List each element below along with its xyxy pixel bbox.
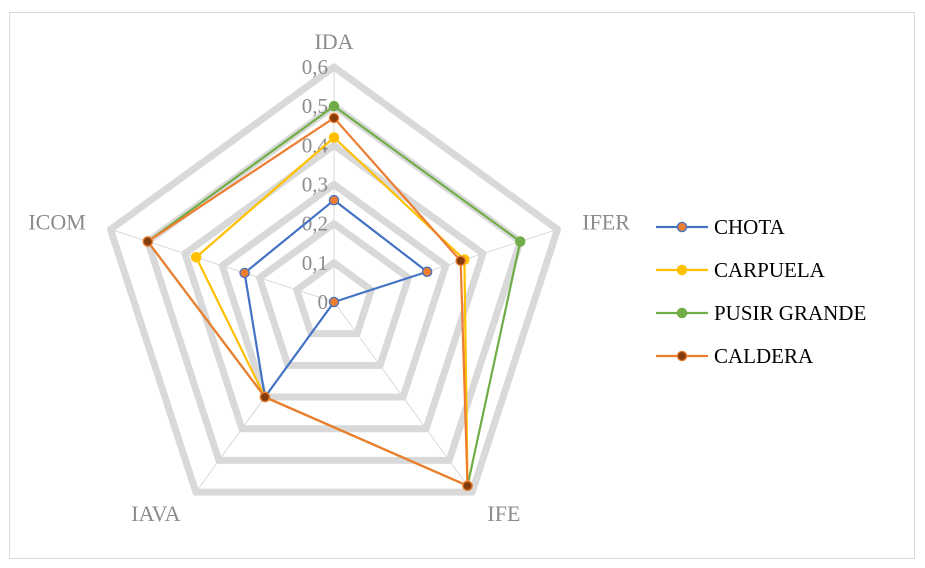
tick-label: 0,6: [302, 55, 328, 79]
data-point: [328, 194, 340, 206]
data-point: [328, 296, 340, 308]
legend-label: PUSIR GRANDE: [714, 301, 866, 325]
tick-label: 0,1: [302, 251, 328, 275]
gridline-ring: [107, 63, 561, 496]
series: [142, 112, 473, 492]
legend-label: CARPUELA: [714, 258, 826, 282]
legend-item: PUSIR GRANDE: [656, 301, 866, 325]
gridline-ring: [256, 220, 412, 369]
data-point: [462, 480, 473, 492]
tick-label: 0: [318, 290, 329, 314]
gridline-ring: [293, 259, 375, 338]
axis-label: IFE: [487, 501, 520, 526]
data-point: [190, 251, 202, 263]
legend: CHOTA CARPUELA PUSIR GRANDE CALDERA: [656, 215, 866, 368]
axis-spoke: [333, 301, 473, 493]
data-point: [259, 391, 271, 403]
data-point: [142, 236, 154, 247]
data-point: [239, 267, 250, 279]
legend-item: CARPUELA: [656, 258, 826, 282]
legend-marker: [676, 350, 688, 362]
gridline-ring: [181, 141, 487, 433]
axis-label: IFER: [582, 209, 630, 234]
gridline-ring: [218, 181, 450, 401]
legend-item: CALDERA: [656, 344, 814, 368]
legend-label: CHOTA: [714, 215, 785, 239]
data-point: [514, 236, 526, 247]
data-point: [328, 132, 340, 143]
legend-item: CHOTA: [656, 215, 785, 239]
axis-labels: IDA IFER IFE IAVA ICOM: [28, 29, 630, 526]
data-point: [328, 100, 340, 112]
series-line: [243, 199, 429, 399]
tick-label: 0,3: [302, 173, 328, 197]
legend-marker: [676, 307, 688, 319]
legend-marker: [676, 221, 688, 233]
axis-label: IDA: [314, 29, 353, 54]
legend-label: CALDERA: [714, 344, 814, 368]
series-layer: [142, 100, 526, 492]
data-point: [421, 266, 433, 277]
legend-marker: [676, 264, 688, 276]
axis-label: ICOM: [28, 209, 85, 234]
series-line: [146, 116, 469, 487]
axis-label: IAVA: [131, 501, 180, 526]
data-point: [328, 112, 340, 124]
data-point: [455, 255, 466, 267]
